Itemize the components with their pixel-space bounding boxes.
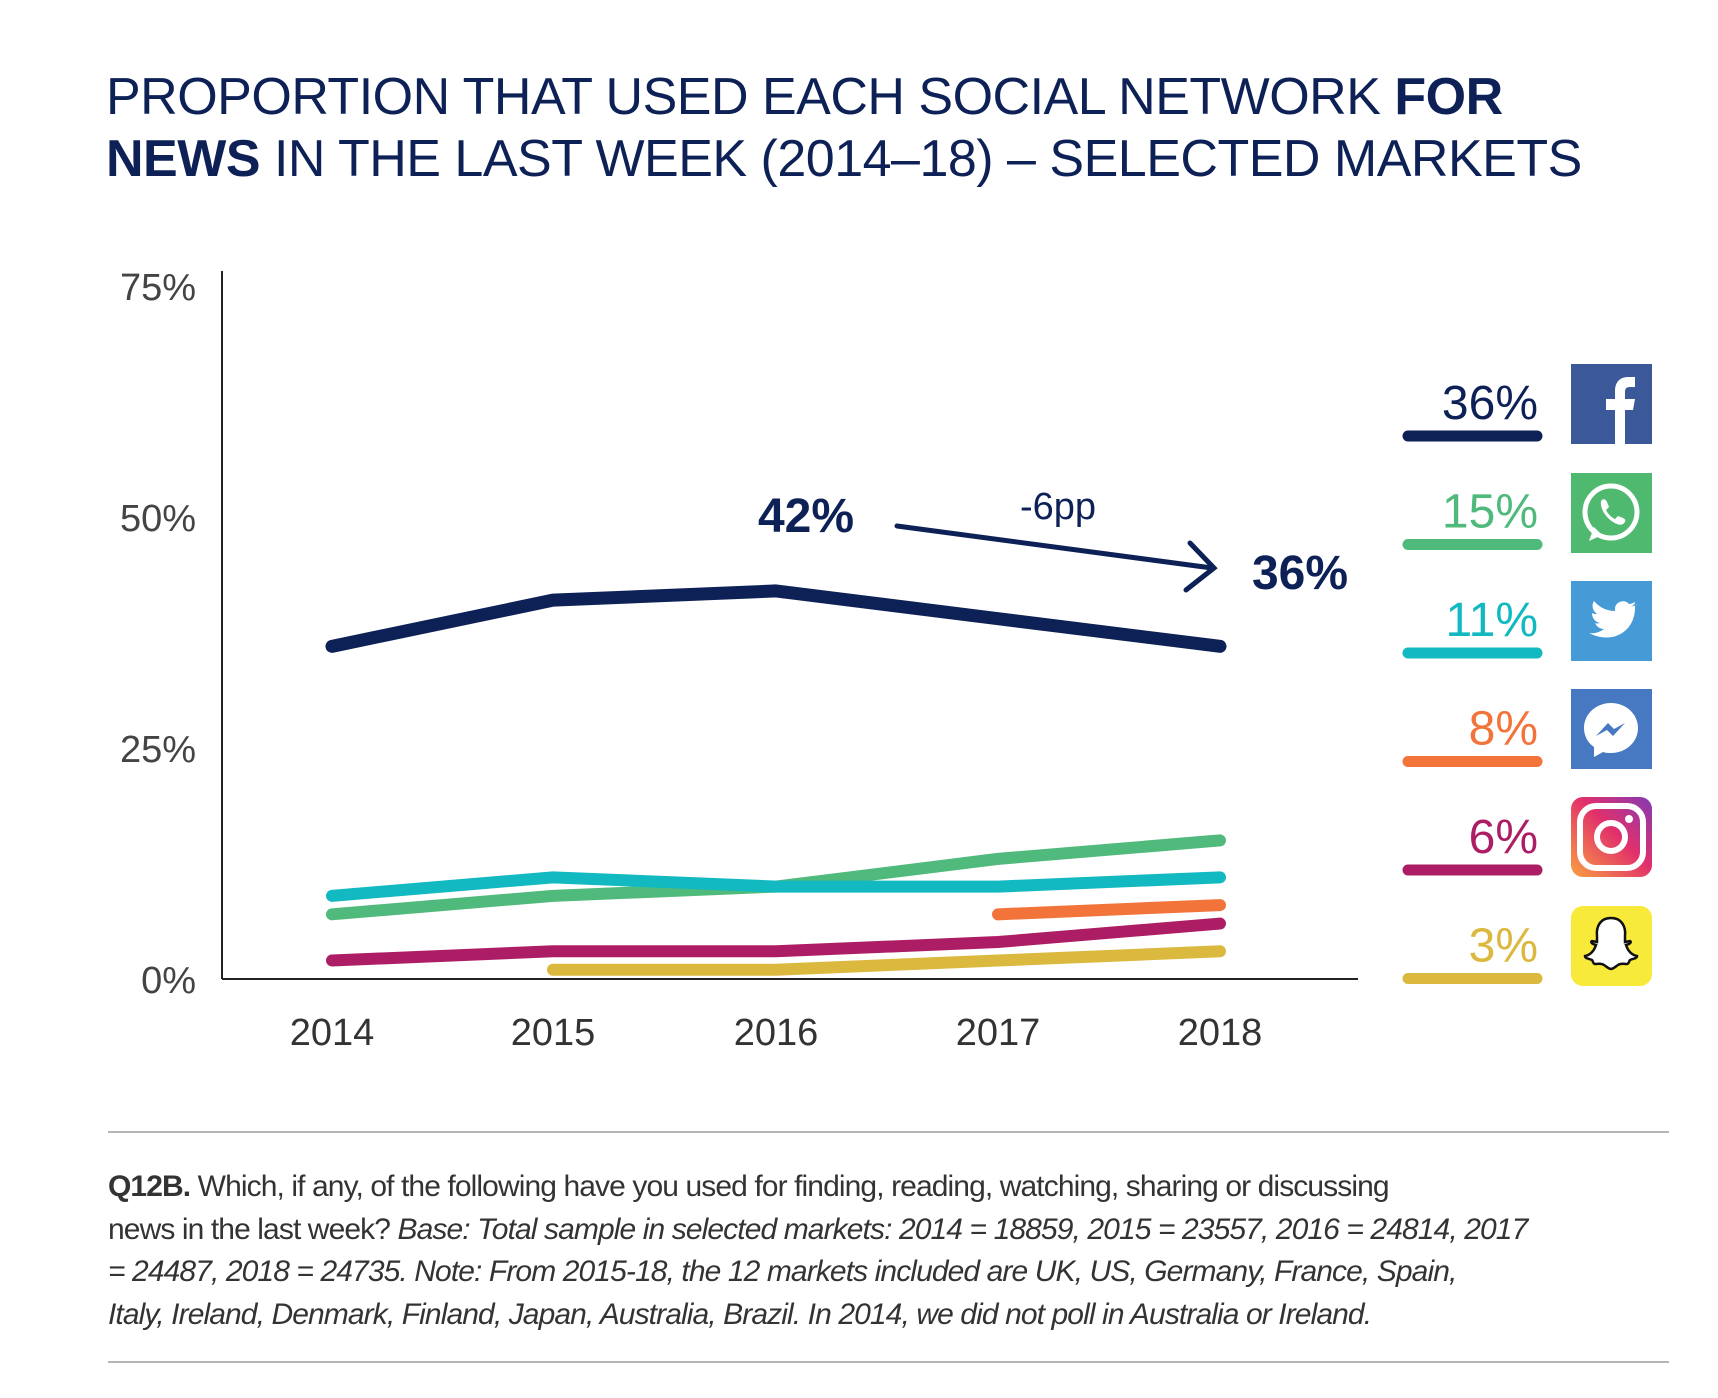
y-tick-label: 0% (141, 960, 196, 1002)
legend-value-whatsapp: 15% (1442, 486, 1538, 539)
legend-value-facebook: 36% (1442, 377, 1538, 430)
divider (108, 1131, 1669, 1133)
x-tick-label: 2015 (511, 1012, 596, 1054)
question-id: Q12B. (108, 1170, 191, 1203)
footnote-note: = 24487, 2018 = 24735. Note: From 2015-1… (108, 1255, 1457, 1288)
title-bold: NEWS (106, 130, 261, 188)
end-annotation: 36% (1252, 547, 1348, 600)
arrow-head (1183, 540, 1218, 593)
footnote-text: news in the last week? (108, 1212, 398, 1246)
legend-value-instagram: 6% (1469, 811, 1538, 864)
facebook-icon (1571, 364, 1652, 444)
snapchat-icon (1571, 906, 1652, 986)
line-chart: 0% 25% 50% 75% 2014 2015 2016 2017 2018 36% 15% 11… (120, 267, 1543, 1054)
title-text: PROPORTION THAT USED EACH SOCIAL NETWORK (106, 68, 1395, 126)
y-tick-label: 50% (120, 498, 196, 540)
title-text: IN THE LAST WEEK (2014–18) – SELECTED MA… (260, 130, 1582, 188)
divider (108, 1361, 1669, 1363)
footnote-note: Italy, Ireland, Denmark, Finland, Japan,… (108, 1297, 1372, 1331)
legend-value-messenger: 8% (1469, 703, 1538, 756)
footnote-base: Base: Total sample in selected markets: … (397, 1212, 1528, 1246)
instagram-icon (1571, 797, 1652, 877)
twitter-icon (1571, 581, 1652, 661)
title-bold: FOR (1394, 68, 1503, 126)
change-arrow (894, 523, 1215, 571)
series-line-messenger (992, 899, 1226, 921)
messenger-icon (1571, 689, 1652, 769)
legend-value-snapchat: 3% (1469, 920, 1538, 973)
series-line-twitter (326, 871, 1226, 902)
x-tick-label: 2014 (290, 1012, 375, 1054)
y-tick-label: 25% (120, 729, 196, 771)
peak-annotation: 42% (758, 490, 854, 543)
whatsapp-icon (1571, 473, 1652, 553)
series-line-snapchat (547, 945, 1226, 976)
chart-title: PROPORTION THAT USED EACH SOCIAL NETWORK… (106, 66, 1666, 190)
legend-value-twitter: 11% (1445, 594, 1538, 647)
x-tick-label: 2016 (734, 1012, 819, 1054)
change-annotation: -6pp (1020, 486, 1096, 528)
y-tick-label: 75% (120, 267, 196, 309)
footnote: Q12B. Which, if any, of the following ha… (108, 1166, 1688, 1336)
x-tick-label: 2018 (1178, 1012, 1263, 1054)
x-tick-label: 2017 (956, 1012, 1041, 1054)
footnote-text: Which, if any, of the following have you… (190, 1170, 1390, 1203)
series-line-instagram (326, 917, 1226, 967)
series-line-facebook (325, 584, 1227, 653)
